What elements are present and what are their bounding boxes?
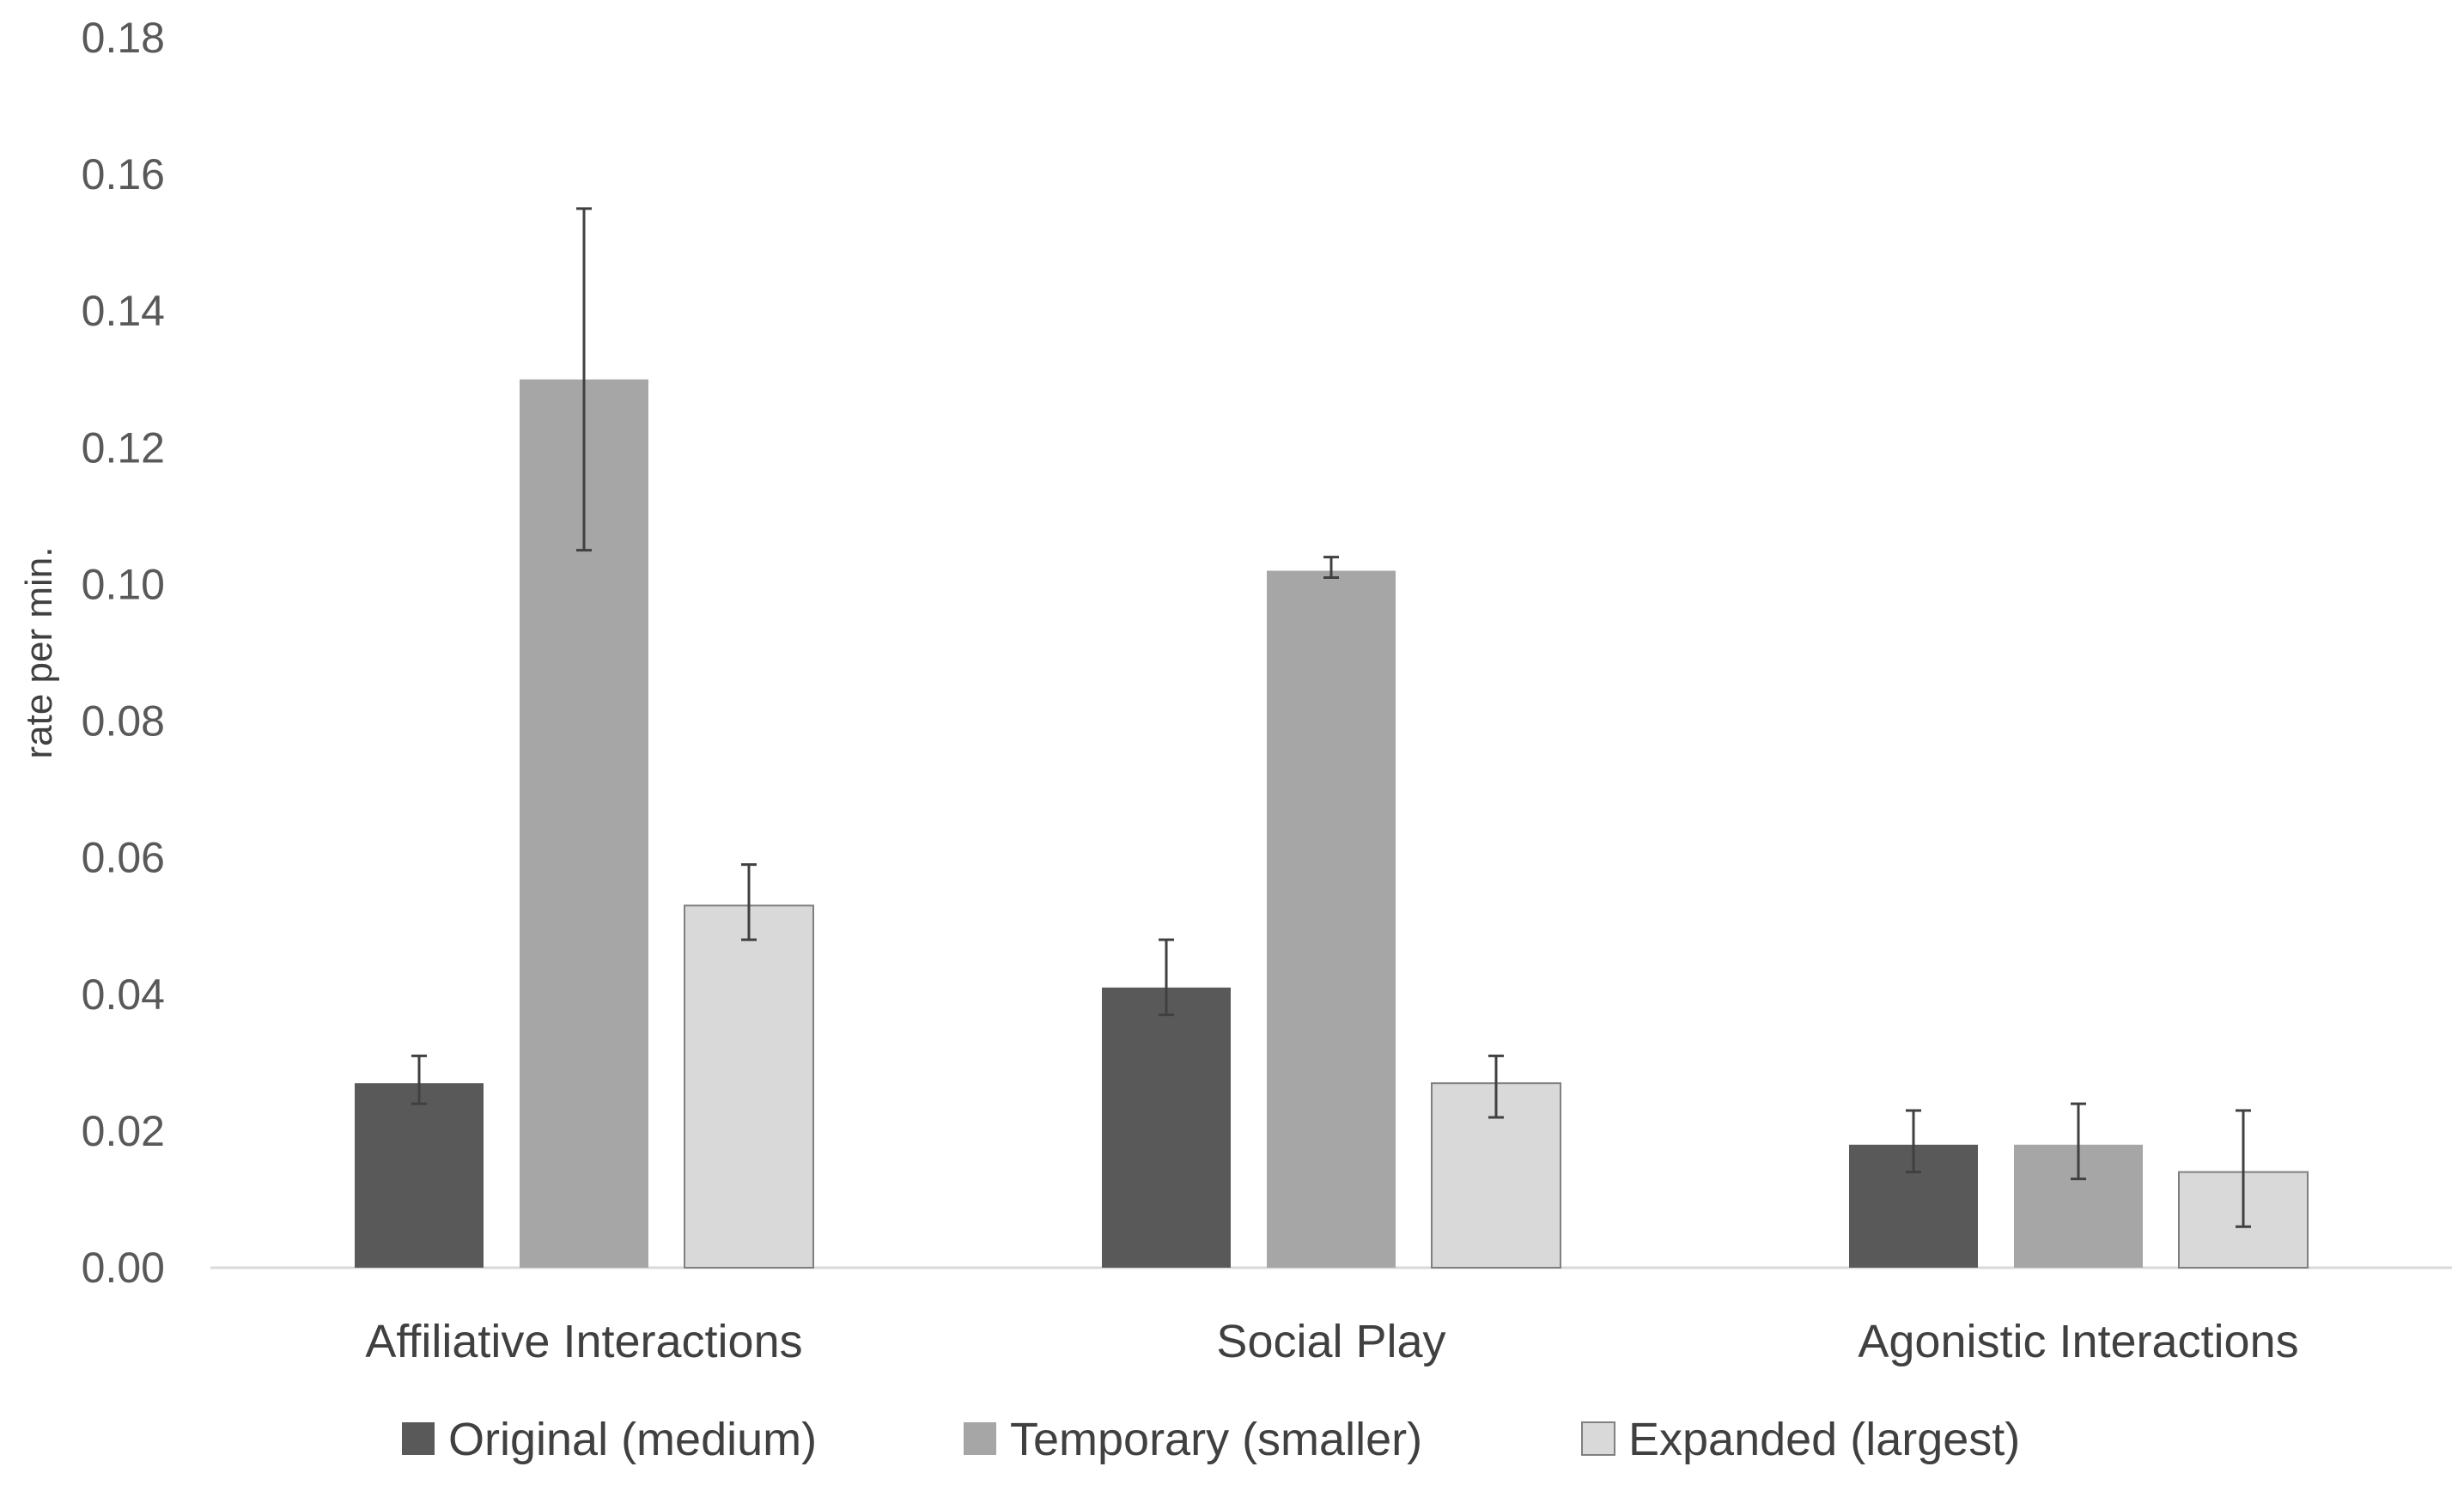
error-bar (1488, 1054, 1504, 1119)
legend-label: Temporary (smaller) (1010, 1414, 1422, 1465)
error-bar (1906, 1109, 1921, 1174)
y-tick-label: 0.10 (82, 560, 165, 608)
legend-item: Expanded (largest) (1581, 1414, 2020, 1465)
legend-swatch (1581, 1421, 1615, 1456)
error-bar (2071, 1102, 2086, 1181)
y-tick-label: 0.08 (82, 697, 165, 746)
legend-label: Expanded (largest) (1628, 1414, 2020, 1465)
legend-swatch (402, 1422, 435, 1455)
bar (684, 904, 814, 1269)
error-bar (411, 1054, 427, 1105)
legend-item: Original (medium) (402, 1414, 817, 1465)
bar (1102, 987, 1231, 1268)
legend-item: Temporary (smaller) (964, 1414, 1422, 1465)
error-bars-group (411, 207, 2251, 1228)
x-category-label: Affiliative Interactions (365, 1316, 802, 1367)
legend-swatch (964, 1422, 996, 1455)
x-category-label: Agonistic Interactions (1858, 1316, 2298, 1367)
y-tick-label: 0.14 (82, 287, 165, 335)
y-tick-label: 0.00 (82, 1244, 165, 1292)
x-axis-category-labels: Affiliative Interactions Social Play Agoni… (365, 1316, 2298, 1367)
y-tick-label: 0.16 (82, 150, 165, 198)
y-axis-title: rate per min. (18, 547, 60, 759)
y-tick-label: 0.06 (82, 834, 165, 882)
y-tick-label: 0.04 (82, 971, 165, 1019)
legend-label: Original (medium) (448, 1414, 817, 1465)
y-axis-ticks: 0.00 0.02 0.04 0.06 0.08 0.10 0.12 0.14 0.16 0.18 (82, 14, 165, 1292)
y-tick-label: 0.18 (82, 14, 165, 62)
error-bar (2236, 1109, 2251, 1228)
y-tick-label: 0.12 (82, 423, 165, 472)
x-category-label: Social Play (1216, 1316, 1445, 1367)
error-bar (1323, 556, 1339, 579)
error-bar (1159, 938, 1174, 1017)
error-bar (741, 863, 757, 941)
bar (355, 1083, 484, 1268)
legend: Original (medium) Temporary (smaller) Expa… (402, 1414, 2020, 1465)
error-bar (576, 207, 592, 552)
bars-group (355, 379, 2309, 1269)
bar (1267, 570, 1396, 1268)
y-tick-label: 0.02 (82, 1107, 165, 1155)
